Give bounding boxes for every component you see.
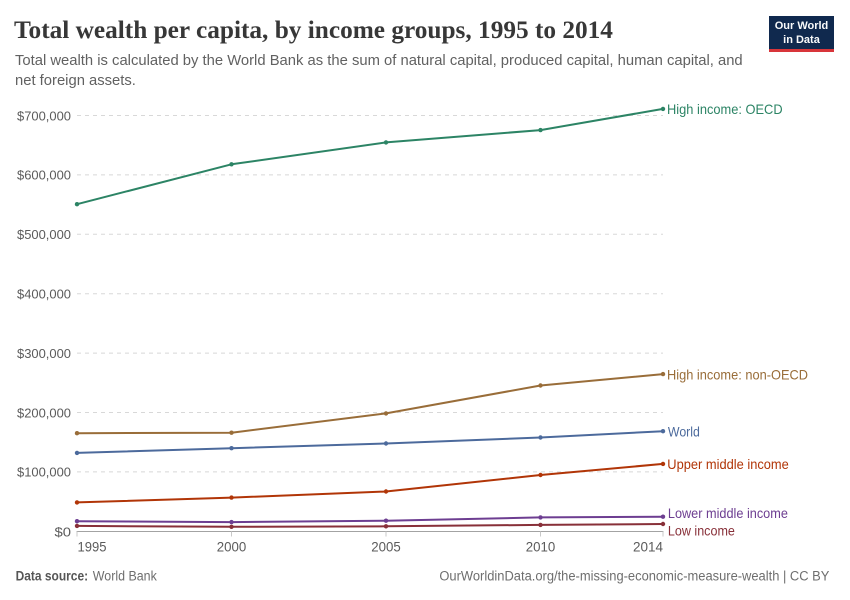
svg-text:Data source:: Data source: (16, 569, 89, 584)
svg-text:$200,000: $200,000 (17, 405, 71, 420)
svg-text:World Bank: World Bank (93, 569, 157, 584)
svg-text:OurWorldinData.org/the-missing: OurWorldinData.org/the-missing-economic-… (439, 569, 829, 584)
svg-text:2005: 2005 (371, 538, 401, 554)
svg-text:1995: 1995 (78, 538, 107, 554)
svg-text:$300,000: $300,000 (17, 346, 71, 361)
svg-text:$0: $0 (55, 524, 72, 539)
svg-text:2000: 2000 (217, 538, 247, 554)
svg-text:Upper middle income: Upper middle income (667, 456, 789, 472)
svg-text:$700,000: $700,000 (17, 108, 71, 123)
svg-text:World: World (668, 423, 700, 439)
svg-text:Lower middle income: Lower middle income (668, 505, 788, 521)
svg-text:High income: non-OECD: High income: non-OECD (667, 367, 808, 383)
svg-text:Low income: Low income (668, 523, 735, 539)
svg-text:2010: 2010 (526, 538, 556, 554)
svg-text:$500,000: $500,000 (17, 227, 71, 242)
svg-text:$100,000: $100,000 (17, 465, 71, 480)
svg-text:$600,000: $600,000 (17, 168, 71, 183)
svg-text:High income: OECD: High income: OECD (667, 101, 783, 117)
svg-text:2014: 2014 (633, 538, 663, 554)
svg-text:$400,000: $400,000 (17, 287, 71, 302)
